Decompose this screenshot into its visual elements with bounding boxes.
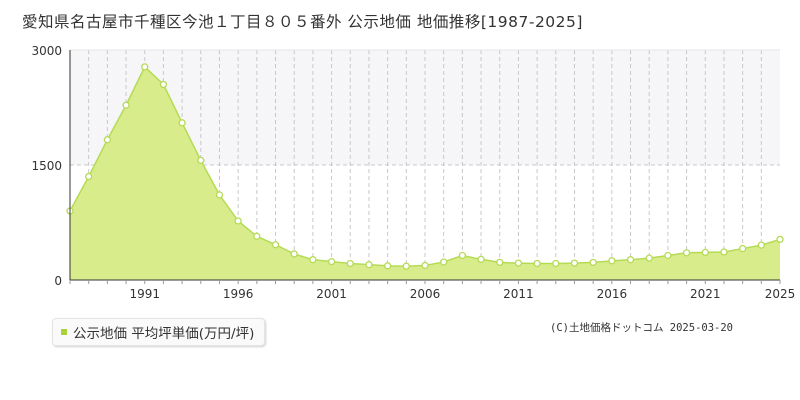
data-point: [253, 232, 261, 240]
copyright-credit: (C)土地価格ドットコム 2025-03-20: [550, 322, 734, 334]
x-tick-label: 2001: [316, 287, 347, 301]
series-area: [70, 66, 780, 280]
data-point: [664, 251, 672, 260]
data-point: [738, 244, 747, 253]
legend-marker: [61, 329, 67, 335]
data-point: [701, 248, 709, 257]
data-point: [720, 248, 728, 256]
data-point: [178, 119, 186, 127]
data-point: [365, 261, 373, 269]
data-point: [271, 241, 280, 249]
data-point: [215, 191, 224, 199]
chart-legend: 公示地価 平均坪単価(万円/坪): [52, 318, 266, 346]
data-point: [496, 258, 504, 267]
data-point: [159, 80, 168, 89]
y-tick-label: 1500: [31, 159, 62, 173]
data-point: [122, 101, 130, 109]
data-point: [682, 249, 691, 257]
data-point: [552, 259, 560, 268]
data-point: [309, 256, 317, 264]
data-point: [346, 259, 354, 268]
data-point: [103, 136, 112, 144]
data-point: [440, 258, 448, 266]
data-point: [383, 262, 392, 270]
data-point: [290, 250, 298, 258]
x-tick-label: 2016: [597, 287, 628, 301]
data-point: [776, 235, 784, 244]
data-point: [514, 259, 523, 267]
data-point: [608, 257, 616, 265]
x-tick-label: 1996: [223, 287, 254, 301]
legend-label: 公示地価 平均坪単価(万円/坪): [73, 326, 255, 342]
data-point: [533, 259, 541, 268]
x-tick-label: 2011: [503, 287, 534, 301]
data-point: [458, 251, 467, 260]
x-tick-label: 2021: [690, 287, 721, 301]
x-tick-label: 2006: [410, 287, 441, 301]
data-point: [477, 255, 485, 263]
x-tick-label: 1991: [129, 287, 160, 301]
data-point: [626, 256, 635, 264]
data-point: [421, 261, 429, 270]
data-point: [589, 258, 597, 267]
data-point: [85, 172, 93, 181]
data-point: [402, 262, 410, 270]
data-point: [197, 156, 205, 165]
data-point: [141, 63, 149, 71]
y-tick-label: 0: [54, 274, 62, 288]
chart-title: 愛知県名古屋市千種区今池１丁目８０５番外 公示地価 地価推移[1987-2025…: [22, 13, 583, 31]
data-point: [234, 217, 242, 225]
data-point: [757, 241, 765, 249]
x-tick-label: 2025: [765, 287, 796, 301]
data-point: [327, 257, 336, 266]
y-tick-label: 3000: [31, 44, 62, 58]
data-point: [645, 254, 653, 262]
data-point: [570, 259, 579, 267]
